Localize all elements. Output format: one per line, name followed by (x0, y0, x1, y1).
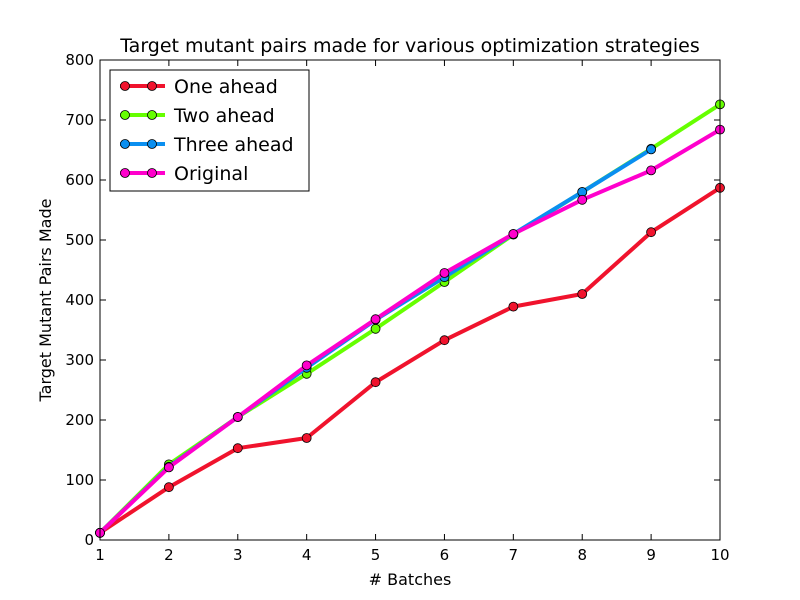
legend-marker-original (120, 168, 130, 178)
legend-box (109, 69, 310, 192)
data-point-original (439, 268, 450, 278)
x-axis-label: # Batches (369, 570, 452, 589)
x-tick-label: 2 (164, 546, 174, 564)
legend-marker-one-ahead (147, 81, 157, 91)
data-point-original (646, 165, 657, 176)
y-tick-label: 500 (65, 231, 94, 249)
x-tick-label: 8 (577, 546, 587, 564)
x-tick-label: 7 (509, 546, 519, 564)
y-tick-label: 0 (84, 531, 94, 549)
y-tick-label: 600 (65, 171, 94, 189)
legend-marker-two-ahead (120, 110, 130, 120)
data-point-two-ahead (370, 323, 381, 334)
series-line-one-ahead (98, 185, 722, 535)
y-tick-label: 700 (65, 111, 94, 129)
x-tick-label: 5 (371, 546, 381, 564)
data-point-original (370, 314, 381, 325)
data-point-one-ahead (163, 482, 174, 493)
legend-label-two-ahead: Two ahead (173, 105, 275, 127)
legend-marker-three-ahead (147, 139, 157, 149)
x-tick-label: 3 (233, 546, 243, 564)
data-point-one-ahead (301, 433, 312, 443)
x-tick-label: 1 (95, 546, 105, 564)
y-tick-label: 300 (65, 351, 94, 369)
legend-marker-two-ahead (147, 110, 157, 120)
data-point-original (577, 194, 588, 205)
data-point-original (301, 360, 312, 371)
data-point-original (163, 462, 174, 473)
data-point-one-ahead (577, 289, 588, 299)
legend-label-one-ahead: One ahead (174, 76, 278, 98)
y-tick-label: 100 (65, 471, 94, 489)
chart-title: Target mutant pairs made for various opt… (119, 35, 700, 57)
x-tick-label: 4 (302, 546, 312, 564)
data-point-three-ahead (646, 144, 657, 155)
data-point-one-ahead (646, 227, 657, 238)
data-point-one-ahead (232, 443, 243, 454)
data-point-original (508, 229, 519, 239)
y-tick-label: 200 (65, 411, 94, 429)
legend-marker-one-ahead (120, 81, 130, 91)
legend-label-three-ahead: Three ahead (173, 134, 294, 156)
legend: One ahead Two ahead Three ahead Original (109, 69, 310, 192)
y-axis-label: Target Mutant Pairs Made (36, 199, 55, 403)
x-tick-label: 9 (646, 546, 656, 564)
legend-label-original: Original (174, 163, 248, 185)
y-tick-label: 800 (65, 51, 94, 69)
x-tick-label: 6 (440, 546, 450, 564)
x-tick-label: 10 (710, 546, 729, 564)
series-line-original (98, 127, 722, 535)
data-point-one-ahead (439, 335, 450, 346)
data-point-one-ahead (508, 301, 519, 312)
legend-marker-original (147, 168, 157, 178)
data-point-original (232, 412, 243, 422)
data-point-one-ahead (370, 377, 381, 388)
legend-marker-three-ahead (120, 139, 130, 149)
y-tick-label: 400 (65, 291, 94, 309)
